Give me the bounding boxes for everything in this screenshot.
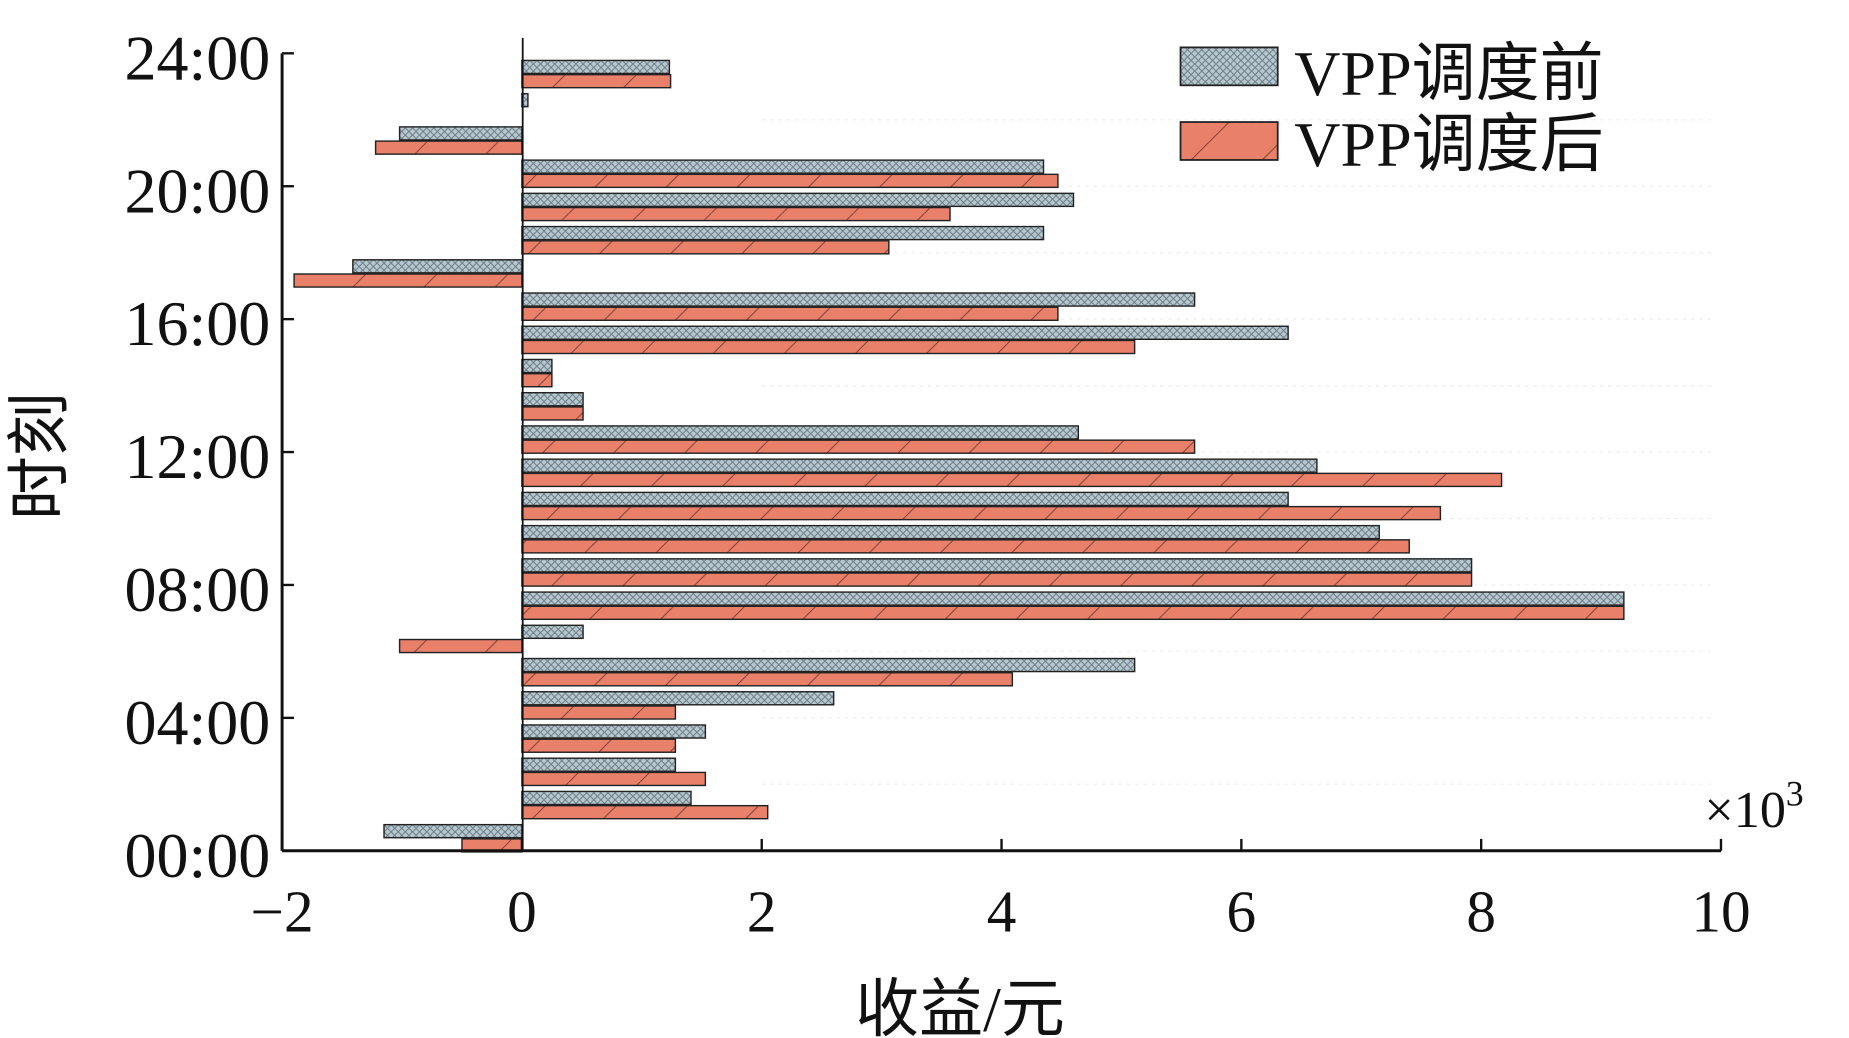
bar-after-hour-6 xyxy=(521,672,1014,687)
bars xyxy=(293,59,1625,853)
bar-after-hour-22 xyxy=(374,140,523,155)
x-multiplier: ×103 xyxy=(1704,774,1803,839)
bar-before-hour-19 xyxy=(521,225,1045,241)
bar-after-hour-10 xyxy=(521,539,1410,554)
bar-before-hour-13 xyxy=(521,425,1079,440)
x-tick-label: 4 xyxy=(987,878,1017,944)
bar-before-hour-7 xyxy=(521,624,584,640)
bar-before-hour-9 xyxy=(521,558,1473,573)
bar-before-hour-24 xyxy=(521,59,671,75)
bar-after-hour-2 xyxy=(521,804,769,820)
legend-label-before: VPP调度前 xyxy=(1294,38,1603,109)
bar-before-hour-12 xyxy=(521,458,1318,473)
bar-before-hour-21 xyxy=(521,159,1045,174)
legend-label-after: VPP调度后 xyxy=(1294,109,1603,180)
bar-after-hour-18 xyxy=(293,273,523,288)
bar-after-hour-3 xyxy=(521,771,707,787)
y-tick-label: 00:00 xyxy=(124,820,270,891)
bar-before-hour-8 xyxy=(521,591,1625,606)
bar-after-hour-4 xyxy=(521,738,677,753)
bar-after-hour-5 xyxy=(521,705,677,720)
x-tick-label: 8 xyxy=(1466,878,1496,944)
y-tick-label: 16:00 xyxy=(124,288,270,359)
x-tick-label: 10 xyxy=(1691,878,1750,944)
bar-before-hour-1 xyxy=(383,823,523,839)
bar-after-hour-15 xyxy=(521,372,553,388)
y-axis-label: 时刻 xyxy=(5,392,76,520)
bar-after-hour-13 xyxy=(521,439,1196,454)
bar-before-hour-11 xyxy=(521,491,1289,507)
bar-after-hour-12 xyxy=(521,472,1503,488)
bar-before-hour-4 xyxy=(521,724,707,739)
x-tick-label: −2 xyxy=(251,878,314,944)
bar-before-hour-14 xyxy=(521,391,584,407)
legend: VPP调度前 VPP调度后 xyxy=(1179,38,1604,180)
bar-before-hour-20 xyxy=(521,192,1075,208)
y-tick-label: 24:00 xyxy=(124,22,270,93)
bar-before-hour-17 xyxy=(521,292,1196,307)
x-tick-label: 6 xyxy=(1227,878,1257,944)
y-tick-label: 08:00 xyxy=(124,554,270,625)
bar-after-hour-8 xyxy=(521,605,1625,621)
bar-before-hour-6 xyxy=(521,657,1136,673)
bar-before-hour-5 xyxy=(521,691,835,706)
bar-before-hour-15 xyxy=(521,358,553,374)
bar-after-hour-19 xyxy=(521,240,890,255)
x-tick-label: 2 xyxy=(747,878,777,944)
bar-after-hour-11 xyxy=(521,505,1442,521)
y-tick-label: 12:00 xyxy=(124,421,270,492)
bar-after-hour-17 xyxy=(521,306,1059,321)
bar-before-hour-16 xyxy=(521,325,1289,340)
bar-before-hour-2 xyxy=(521,790,692,806)
bar-after-hour-20 xyxy=(521,206,951,222)
bar-after-hour-21 xyxy=(521,173,1059,189)
legend-swatch-after xyxy=(1179,121,1279,161)
y-tick-label: 04:00 xyxy=(124,687,270,758)
legend-swatch-before xyxy=(1179,46,1279,87)
bar-before-hour-18 xyxy=(352,259,523,274)
x-axis-label: 收益/元 xyxy=(855,974,1065,1038)
bar-after-hour-14 xyxy=(521,406,584,421)
bar-before-hour-22 xyxy=(398,126,523,141)
bar-after-hour-7 xyxy=(398,638,523,654)
bar-before-hour-10 xyxy=(521,524,1380,540)
bar-before-hour-3 xyxy=(521,757,677,772)
bar-after-hour-24 xyxy=(521,73,672,89)
y-tick-label: 20:00 xyxy=(124,155,270,226)
x-tick-label: 0 xyxy=(507,878,537,944)
bar-after-hour-9 xyxy=(521,572,1473,587)
bar-after-hour-16 xyxy=(521,339,1136,355)
ticks: −2 0 2 4 6 8 10 00:00 04:00 08:00 12:00 16:00 20:00 2… xyxy=(124,22,1750,944)
